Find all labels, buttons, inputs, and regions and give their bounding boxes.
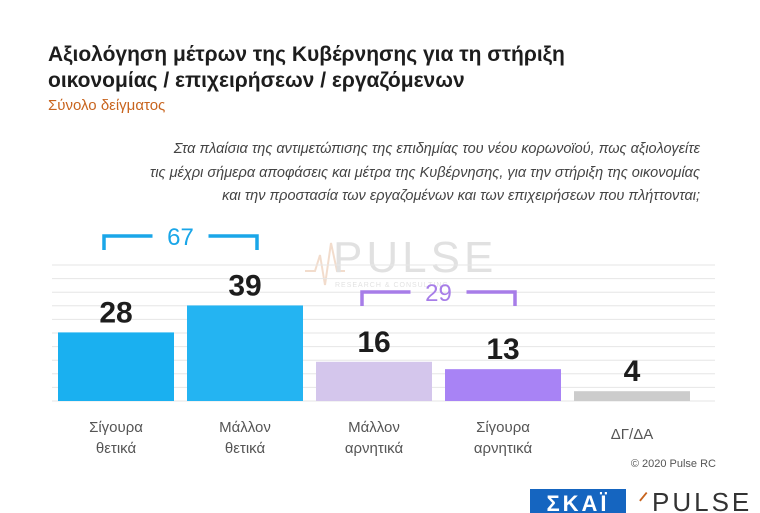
category-label: θετικά xyxy=(225,440,266,457)
group-bracket-right xyxy=(208,234,259,250)
data-label: 28 xyxy=(99,296,132,329)
copyright-text: © 2020 Pulse RC xyxy=(630,458,716,470)
footer-logos: ΣΚΑΪ ᐟPULSE xyxy=(530,487,760,513)
category-label: Σίγουρα xyxy=(89,419,143,436)
group-total-label: 29 xyxy=(425,280,452,307)
data-label: 13 xyxy=(486,333,519,366)
watermark-subtext: RESEARCH & CONSULTING xyxy=(335,282,449,289)
group-bracket-left xyxy=(360,290,411,306)
watermark-text: PULSE xyxy=(333,233,498,282)
pulse-logo-text: PULSE xyxy=(652,487,753,513)
pulse-wave-icon xyxy=(305,242,345,286)
group-total-label: 67 xyxy=(167,224,194,251)
bar xyxy=(187,305,303,401)
data-label: 4 xyxy=(624,355,641,388)
category-label: Μάλλον xyxy=(219,419,271,436)
category-label: ΔΓ/ΔΑ xyxy=(611,426,653,443)
chart-title: Αξιολόγηση μέτρων της Κυβέρνησης για τη … xyxy=(48,42,688,94)
group-bracket-right xyxy=(466,290,517,306)
category-label: θετικά xyxy=(96,440,137,457)
chart-subtitle: Σύνολο δείγματος xyxy=(48,97,166,114)
survey-question: Στα πλαίσια της αντιμετώπισης της επιδημ… xyxy=(80,138,700,209)
bar xyxy=(316,361,432,401)
group-bracket-left xyxy=(102,234,153,250)
category-label: Μάλλον xyxy=(348,419,400,436)
pulse-tick-icon: ᐟ xyxy=(638,487,653,513)
data-label: 16 xyxy=(357,326,390,359)
data-label: 39 xyxy=(228,269,261,302)
category-label: αρνητικά xyxy=(474,440,533,457)
category-label: Σίγουρα xyxy=(476,419,530,436)
pulse-watermark: PULSE RESEARCH & CONSULTING xyxy=(305,233,493,295)
pulse-logo: ᐟPULSE xyxy=(638,487,752,513)
bar xyxy=(445,369,561,401)
question-line-3: και την προστασία των εργαζομένων και τω… xyxy=(222,188,700,204)
title-line-2: οικονομίας / επιχειρήσεων / εργαζόμενων xyxy=(48,69,465,92)
bar xyxy=(58,332,174,401)
skai-logo: ΣΚΑΪ xyxy=(530,489,626,513)
title-line-1: Αξιολόγηση μέτρων της Κυβέρνησης για τη … xyxy=(48,43,565,66)
question-line-1: Στα πλαίσια της αντιμετώπισης της επιδημ… xyxy=(173,141,700,157)
bar xyxy=(574,391,690,401)
question-line-2: τις μέχρι σήμερα αποφάσεις και μέτρα της… xyxy=(149,164,700,181)
category-label: αρνητικά xyxy=(345,440,404,457)
